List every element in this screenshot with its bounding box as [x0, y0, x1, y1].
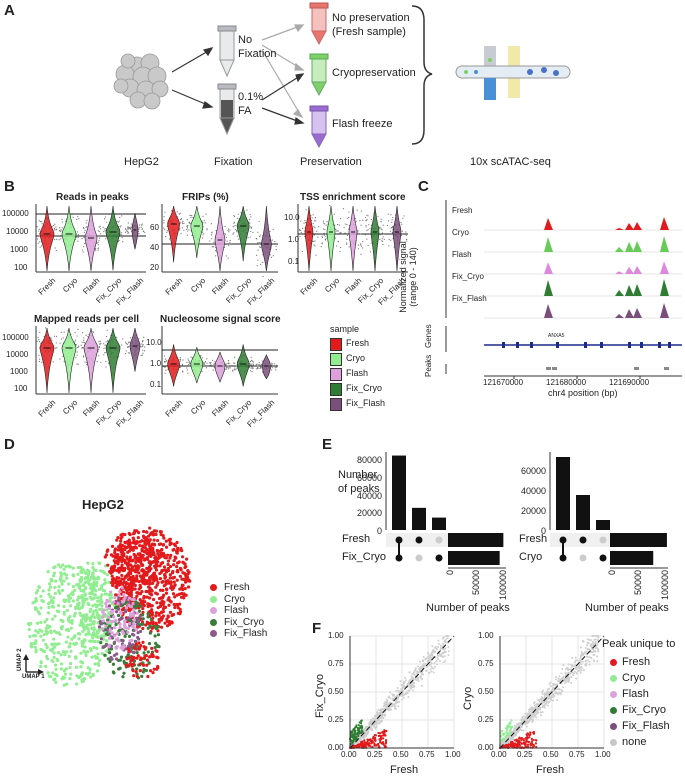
peak-legend-label: Fresh	[622, 656, 650, 668]
scatter-ytick: 1.00	[478, 631, 494, 640]
scatter-ytick: 0.00	[478, 743, 494, 752]
peak-legend-dot	[610, 675, 617, 682]
peak-legend-dot	[610, 707, 617, 714]
scatter-ytick: 0.00	[328, 743, 344, 752]
peak-legend-dot	[610, 691, 617, 698]
scatter-ytick: 0.50	[478, 687, 494, 696]
scatter-xtick: 0.50	[393, 750, 409, 759]
scatter-xtick: 0.75	[569, 750, 585, 759]
scatter-ytick: 0.75	[478, 659, 494, 668]
scatter-xtick: 0.75	[419, 750, 435, 759]
scatter-xtick: 1.00	[595, 750, 611, 759]
peak-legend-label: none	[622, 736, 646, 748]
scatter-ytick: 0.25	[328, 715, 344, 724]
peak-legend-label: Fix_Cryo	[622, 704, 666, 716]
scatter-ytick: 0.50	[328, 687, 344, 696]
peak-legend-label: Flash	[622, 688, 649, 700]
peak-legend-dot	[610, 739, 617, 746]
scatter-left-ylabel: Fix_Cryo	[314, 674, 326, 718]
scatter-ytick: 0.25	[478, 715, 494, 724]
peak-legend-dot	[610, 723, 617, 730]
scatter-left-xlabel: Fresh	[390, 764, 418, 776]
scatter-right-xlabel: Fresh	[536, 764, 564, 776]
peak-legend-label: Fix_Flash	[622, 720, 670, 732]
scatter-ytick: 0.75	[328, 659, 344, 668]
scatter-xtick: 0.25	[517, 750, 533, 759]
scatter-xtick: 1.00	[445, 750, 461, 759]
peak-legend-label: Cryo	[622, 672, 645, 684]
scatter-right-ylabel: Cryo	[462, 687, 474, 710]
scatter-ytick: 1.00	[328, 631, 344, 640]
scatter-xtick: 0.25	[367, 750, 383, 759]
peak-legend-dot	[610, 659, 617, 666]
scatter-xtick: 0.50	[543, 750, 559, 759]
peak-unique-legend-title: Peak unique to	[602, 638, 675, 650]
